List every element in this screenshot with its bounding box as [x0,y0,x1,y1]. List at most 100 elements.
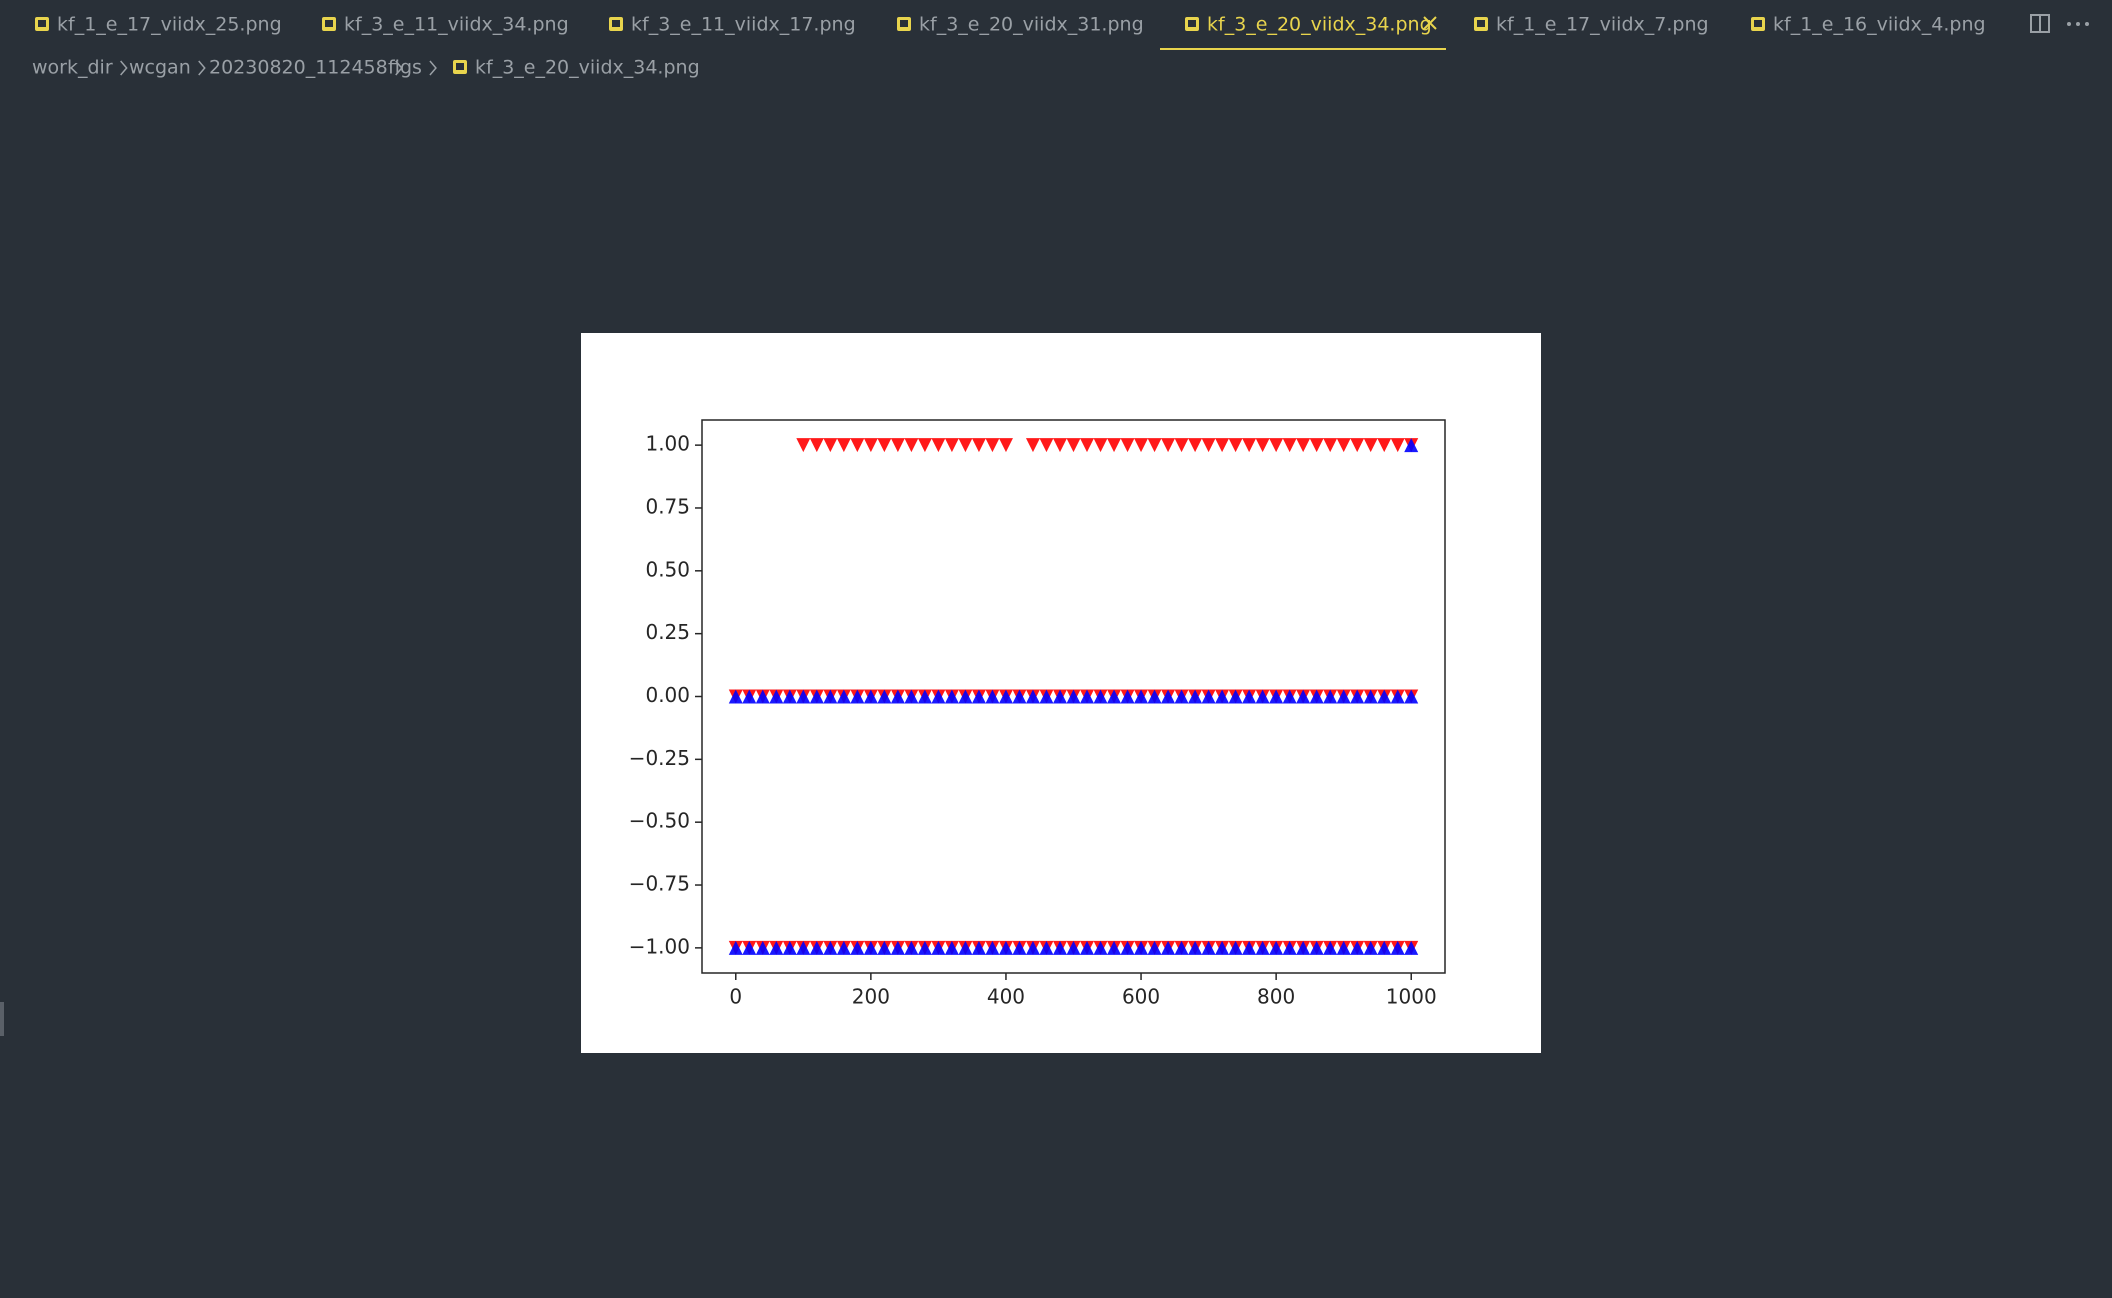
scatter-point [1282,940,1297,955]
scatter-point [1093,438,1108,453]
file-icon-inner [38,20,46,27]
file-icon-inner [1188,20,1196,27]
y-tick-label: −0.25 [629,746,690,770]
scatter-point [1323,689,1338,704]
scatter-point [1080,689,1095,704]
breadcrumb-item[interactable]: kf_3_e_20_viidx_34.png [475,57,700,79]
y-tick-label: −1.00 [629,934,690,958]
tab-label[interactable]: kf_1_e_16_viidx_4.png [1773,14,1986,36]
scatter-point [850,940,865,955]
scatter-point [1336,438,1351,453]
more-actions-icon[interactable] [2067,22,2089,26]
breadcrumb-item[interactable]: wcgan [129,57,191,79]
scatter-point [890,438,905,453]
scatter-point [1215,689,1230,704]
scatter-point [1323,438,1338,453]
scatter-point [1282,689,1297,704]
scatter-point [728,940,743,955]
scatter-point [836,689,851,704]
scatter-point [1296,438,1311,453]
scatter-point [782,940,797,955]
file-icon-inner [900,20,908,27]
tab-label[interactable]: kf_3_e_20_viidx_34.png [1207,14,1432,36]
scatter-point [1174,689,1189,704]
scatter-point [1350,940,1365,955]
scatter-point [1025,940,1040,955]
side-handle [0,1002,4,1036]
y-tick-label: 0.00 [645,683,690,707]
scatter-point [971,689,986,704]
scatter-point [931,438,946,453]
scatter-point [1066,940,1081,955]
tab-label[interactable]: kf_1_e_17_viidx_7.png [1496,14,1709,36]
scatter-point [944,438,959,453]
y-tick-label: −0.50 [629,809,690,833]
breadcrumb-item[interactable]: work_dir [32,57,113,79]
scatter-point [1336,940,1351,955]
scatter-point [1039,689,1054,704]
scatter-point [1269,689,1284,704]
scatter-point [944,689,959,704]
tab-label[interactable]: kf_3_e_11_viidx_34.png [344,14,569,36]
scatter-point [904,689,919,704]
scatter-point [769,689,784,704]
scatter-point [1255,940,1270,955]
breadcrumb-item[interactable]: figs [388,57,422,79]
scatter-point [1215,438,1230,453]
scatter-point [917,940,932,955]
scatter-point [998,940,1013,955]
scatter-point [1390,689,1405,704]
scatter-point [809,438,824,453]
scatter-point [877,940,892,955]
scatter-point [1066,689,1081,704]
scatter-point [944,940,959,955]
scatter-point [796,438,811,453]
scatter-point [1201,689,1216,704]
tab-label[interactable]: kf_3_e_20_viidx_31.png [919,14,1144,36]
scatter-point [863,438,878,453]
scatter-point [1052,438,1067,453]
split-editor-icon[interactable] [2030,14,2050,33]
scatter-point [917,438,932,453]
scatter-point [1282,438,1297,453]
scatter-point [1120,940,1135,955]
scatter-point [998,689,1013,704]
scatter-point [836,438,851,453]
scatter-point [1120,438,1135,453]
active-tab-underline [1160,48,1446,50]
breadcrumb-separator [120,60,128,76]
scatter-point [1201,438,1216,453]
tab-close-icon[interactable] [1423,16,1437,30]
scatter-point [1093,940,1108,955]
scatter-point [998,438,1013,453]
scatter-point [904,438,919,453]
scatter-point [1377,689,1392,704]
scatter-point [1039,438,1054,453]
scatter-point [1228,940,1243,955]
tab-label[interactable]: kf_1_e_17_viidx_25.png [57,14,282,36]
scatter-point [958,689,973,704]
scatter-point [1404,689,1419,704]
y-tick-label: 0.25 [645,620,690,644]
scatter-point [1390,940,1405,955]
x-tick-label: 600 [1122,985,1160,1009]
file-icon-inner [456,63,464,70]
scatter-point [890,940,905,955]
scatter-point [1174,438,1189,453]
scatter-point [1323,940,1338,955]
scatter-point [931,689,946,704]
breadcrumb-item[interactable]: 20230820_112458 [209,57,388,79]
scatter-point [1336,689,1351,704]
file-icon-inner [325,20,333,27]
scatter-point [850,438,865,453]
scatter-point [1296,940,1311,955]
scatter-point [1134,689,1149,704]
tab-label[interactable]: kf_3_e_11_viidx_17.png [631,14,856,36]
scatter-point [1147,940,1162,955]
scatter-point [1228,689,1243,704]
scatter-point [985,940,1000,955]
scatter-point [1147,689,1162,704]
y-tick-label: 0.75 [645,494,690,518]
scatter-point [1228,438,1243,453]
scatter-point [796,689,811,704]
